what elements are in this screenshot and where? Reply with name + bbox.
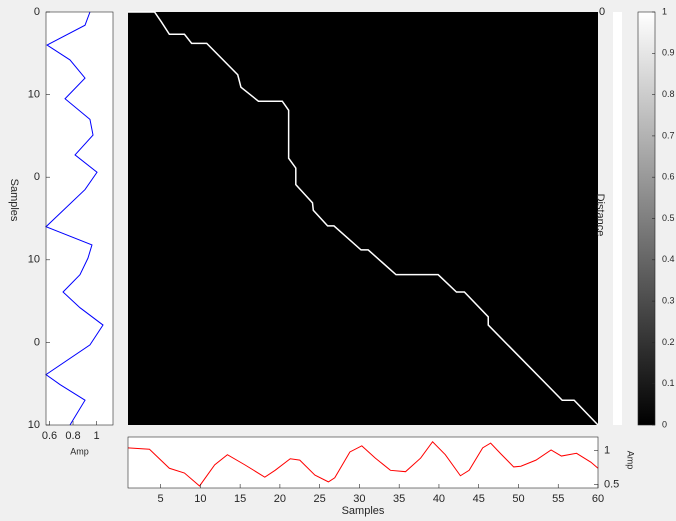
- x-tick-label: 20: [274, 493, 286, 505]
- line: [127, 440, 599, 487]
- x-axis-label: Amp: [70, 446, 89, 456]
- strip-label: 0: [599, 6, 605, 18]
- x-tick-label: 5: [158, 493, 164, 505]
- strip: [613, 12, 622, 425]
- y-tick-label: 0.4: [662, 254, 675, 264]
- x-tick-label: 55: [552, 493, 564, 505]
- y-tick-label: 0.7: [662, 130, 675, 140]
- x-tick-label: 60: [592, 493, 604, 505]
- x-tick-label: 0.6: [42, 430, 57, 442]
- y-axis-label: Samples: [8, 179, 20, 222]
- y-tick-label: 0.3: [662, 295, 675, 305]
- y-tick-label: 0.8: [662, 89, 675, 99]
- y-axis-label: Amp: [626, 451, 636, 470]
- y-tick-label: 0: [34, 171, 40, 183]
- x-tick-label: 30: [353, 493, 365, 505]
- colorbar: [638, 12, 655, 425]
- y-tick-label: 0.5: [604, 479, 619, 491]
- x-tick-label: 45: [473, 493, 485, 505]
- warp-path: [128, 11, 599, 426]
- heatmap: [128, 12, 598, 425]
- x-tick-label: 15: [234, 493, 246, 505]
- y-tick-label: 0.9: [662, 48, 675, 58]
- side-label: Distance: [594, 194, 606, 237]
- y-tick-label: 0: [34, 336, 40, 348]
- y-tick-label: 10: [28, 254, 40, 266]
- axes-bg: [128, 437, 598, 488]
- y-tick-label: 1: [662, 6, 667, 16]
- x-tick-label: 1: [93, 430, 99, 442]
- y-tick-label: 1: [604, 445, 610, 457]
- x-axis-label: Samples: [342, 505, 385, 517]
- axes-box: [127, 436, 599, 489]
- x-tick-label: 50: [512, 493, 524, 505]
- y-tick-label: 0: [34, 6, 40, 18]
- x-tick-label: 0.8: [65, 430, 80, 442]
- y-tick-label: 10: [28, 89, 40, 101]
- y-tick-label: 0: [662, 419, 667, 429]
- y-tick-label: 0.5: [662, 213, 675, 223]
- x-tick-label: 25: [314, 493, 326, 505]
- y-tick-label: 0.1: [662, 378, 675, 388]
- y-tick-label: 0.6: [662, 172, 675, 182]
- axes-box: [45, 11, 114, 426]
- x-tick-label: 40: [433, 493, 445, 505]
- x-tick-label: 35: [393, 493, 405, 505]
- y-tick-label: 0.2: [662, 337, 675, 347]
- x-tick-label: 10: [194, 493, 206, 505]
- y-tick-label: 10: [28, 419, 40, 431]
- axes-bg: [46, 12, 113, 425]
- axes-box: [637, 11, 656, 426]
